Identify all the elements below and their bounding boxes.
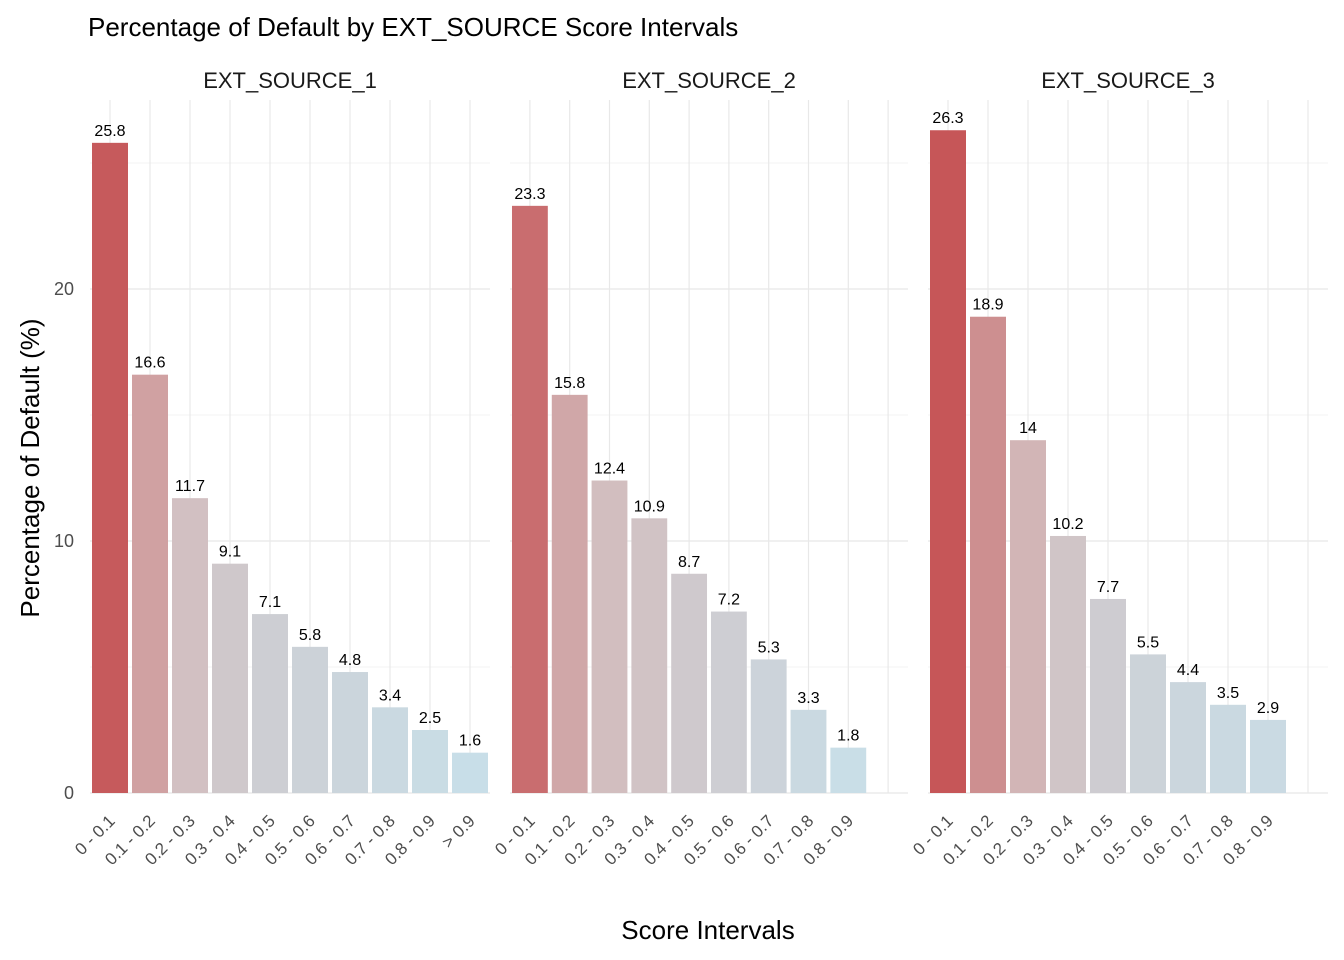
bar [970,316,1006,793]
y-axis-title: Percentage of Default (%) [15,318,45,617]
bar [1050,535,1086,793]
bar [1010,440,1046,793]
bar [1210,704,1246,793]
data-label: 10.9 [634,498,665,515]
bar [591,480,628,793]
data-label: 14 [1019,420,1037,437]
data-label: 5.8 [299,627,321,644]
data-label: 9.1 [219,544,241,561]
panel-ext-source-3: EXT_SOURCE_3 26.3 18.9 14 10.2 7.7 5.5 4.4 3.5 2.… [909,68,1328,869]
data-label: 7.2 [718,592,740,609]
bar [452,752,488,793]
data-label: 3.4 [379,687,401,704]
bar [132,374,168,793]
panel-ext-source-1: EXT_SOURCE_1 25.8 16.6 11.7 9.1 7.1 5.8 4.8 3.4 2… [71,68,490,869]
bar [830,747,867,793]
panel-strip-label: EXT_SOURCE_2 [622,68,796,93]
data-label: 15.8 [554,375,585,392]
bar [511,205,548,794]
x-axis-title: Score Intervals [621,915,794,945]
bar [1170,682,1206,793]
bar [92,142,128,794]
data-label: 4.8 [339,652,361,669]
data-label: 5.3 [758,639,780,656]
data-label: 25.8 [94,123,125,140]
bar [930,130,966,794]
bar [172,498,208,793]
bar [710,611,747,793]
data-label: 2.5 [419,710,441,727]
bar [671,573,708,793]
bar [1130,654,1166,793]
data-label: 16.6 [134,355,165,372]
data-label: 10.2 [1052,516,1083,533]
bar [750,659,787,793]
bar [412,730,448,793]
panel-ext-source-2: EXT_SOURCE_2 23.3 15.8 12.4 10.9 8.7 7.2 5.3 3.3… [491,68,908,869]
data-label: 18.9 [972,297,1003,314]
data-label: 12.4 [594,461,625,478]
data-label: 1.8 [837,728,859,745]
data-label: 1.6 [459,733,481,750]
data-label: 4.4 [1177,662,1199,679]
bar [790,709,827,793]
data-label: 2.9 [1257,700,1279,717]
data-label: 7.7 [1097,579,1119,596]
data-label: 26.3 [932,110,963,127]
bar [631,518,668,793]
bar [252,614,288,793]
bar [292,646,328,793]
y-tick-label: 20 [54,279,74,299]
bar [1090,598,1126,793]
data-label: 11.7 [175,478,205,495]
panel-strip-label: EXT_SOURCE_3 [1041,68,1215,93]
bar [212,563,248,793]
panel-strip-label: EXT_SOURCE_1 [203,68,377,93]
data-label: 8.7 [678,554,700,571]
data-label: 5.5 [1137,634,1159,651]
bar [372,707,408,793]
data-label: 3.5 [1217,685,1239,702]
chart-title: Percentage of Default by EXT_SOURCE Scor… [88,12,738,42]
data-label: 23.3 [514,186,545,203]
bar [332,672,368,793]
bar [551,394,588,793]
x-tick-label: > 0.9 [438,811,479,852]
data-label: 7.1 [259,594,281,611]
bar [1250,719,1286,793]
data-label: 3.3 [797,690,819,707]
y-tick-label: 10 [54,531,74,551]
panels: 0 10 20 EXT_SOURCE_1 25.8 16.6 11.7 9.1 7.1 5.8 4.… [54,68,1328,869]
y-tick-label: 0 [64,783,74,803]
